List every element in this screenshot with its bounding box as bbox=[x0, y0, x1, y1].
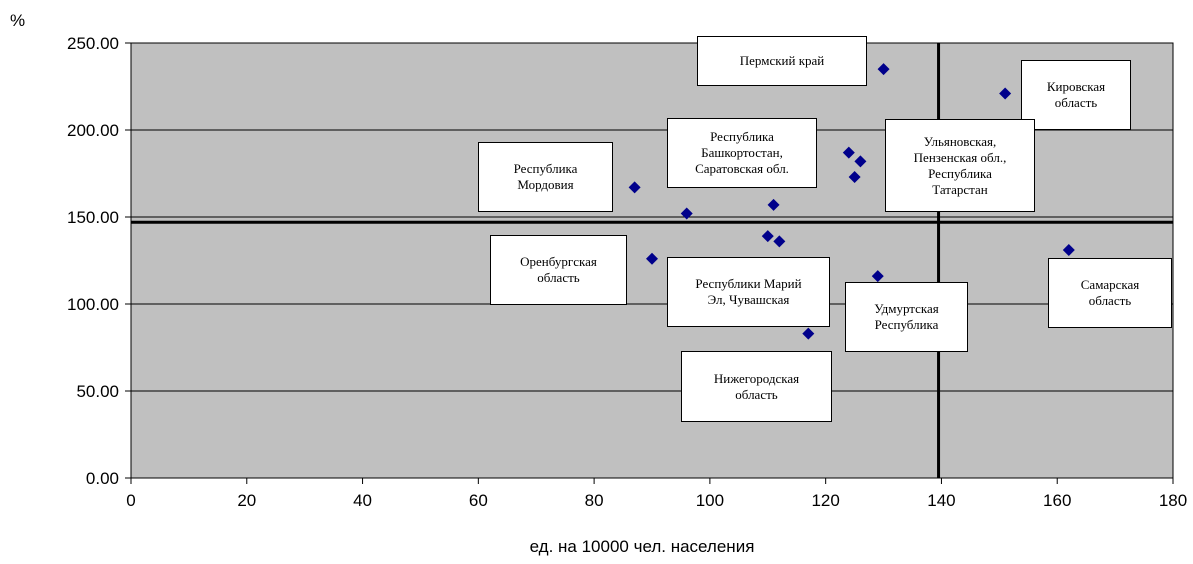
data-point bbox=[854, 155, 867, 168]
annotation-nizhny-novgorod: Нижегородская область bbox=[681, 351, 832, 422]
data-point bbox=[802, 327, 815, 340]
annotation-perm: Пермский край bbox=[697, 36, 867, 86]
y-tick-label: 100.00 bbox=[67, 295, 119, 314]
data-point bbox=[848, 170, 861, 183]
annotation-bashkortostan-saratov: Республика Башкортостан, Саратовская обл… bbox=[667, 118, 817, 188]
x-tick-label: 80 bbox=[585, 491, 604, 510]
x-axis-title: ед. на 10000 чел. населения bbox=[530, 537, 755, 556]
data-point bbox=[842, 146, 855, 159]
x-tick-label: 100 bbox=[696, 491, 724, 510]
data-point bbox=[871, 270, 884, 283]
data-point bbox=[999, 87, 1012, 100]
annotation-samara: Самарская область bbox=[1048, 258, 1172, 328]
annotation-mordovia: Республика Мордовия bbox=[478, 142, 613, 212]
annotation-orenburg: Оренбургская область bbox=[490, 235, 627, 305]
y-axis-title: % bbox=[10, 11, 25, 30]
y-tick-label: 150.00 bbox=[67, 208, 119, 227]
annotation-kirov: Кировская область bbox=[1021, 60, 1131, 130]
y-tick-label: 250.00 bbox=[67, 34, 119, 53]
data-point bbox=[767, 198, 780, 211]
data-point bbox=[646, 252, 658, 265]
data-point bbox=[877, 63, 890, 76]
x-tick-label: 140 bbox=[927, 491, 955, 510]
annotation-mari-el-chuvash: Республики Марий Эл, Чувашская bbox=[667, 257, 830, 327]
data-point bbox=[773, 235, 786, 248]
data-point bbox=[680, 207, 693, 220]
x-tick-label: 20 bbox=[237, 491, 256, 510]
y-tick-label: 0.00 bbox=[86, 469, 119, 488]
x-tick-label: 180 bbox=[1159, 491, 1187, 510]
x-tick-label: 40 bbox=[353, 491, 372, 510]
data-point bbox=[761, 230, 774, 243]
annotation-ulyanovsk-penza-tatarstan: Ульяновская, Пензенская обл., Республика… bbox=[885, 119, 1035, 212]
y-tick-label: 50.00 bbox=[76, 382, 119, 401]
x-tick-label: 160 bbox=[1043, 491, 1071, 510]
x-tick-label: 60 bbox=[469, 491, 488, 510]
annotation-udmurtia: Удмуртская Республика bbox=[845, 282, 968, 352]
y-tick-label: 200.00 bbox=[67, 121, 119, 140]
data-point bbox=[1062, 244, 1075, 257]
x-tick-label: 120 bbox=[811, 491, 839, 510]
data-point bbox=[628, 181, 641, 194]
x-tick-label: 0 bbox=[126, 491, 135, 510]
